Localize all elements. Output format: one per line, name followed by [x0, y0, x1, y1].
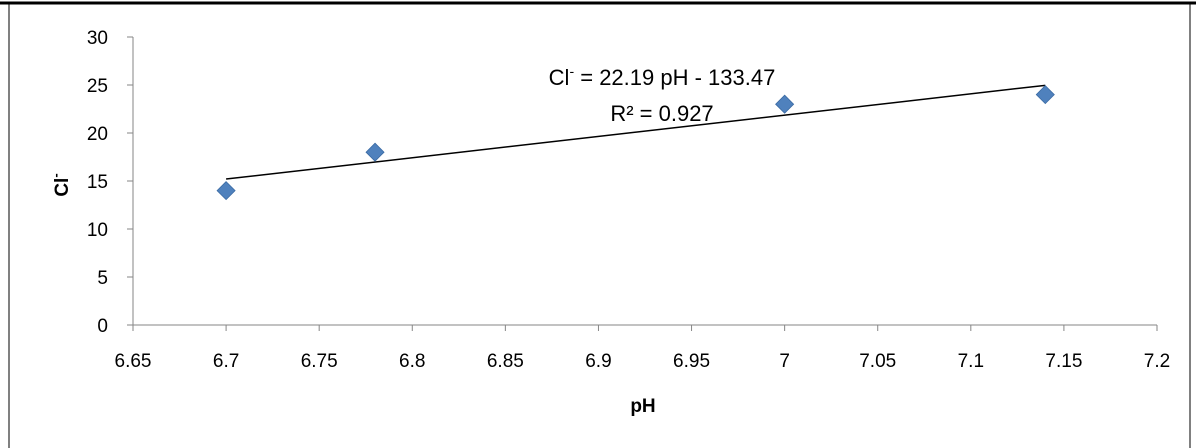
- trend-equation-suffix: = 22.19 pH - 133.47: [574, 65, 775, 90]
- y-axis-title-group: Cl-: [48, 173, 73, 196]
- x-tick-label: 6.8: [399, 351, 425, 372]
- x-tick-label: 6.65: [115, 351, 152, 372]
- data-point-marker: [775, 94, 795, 114]
- y-axis-title-superscript: -: [48, 173, 63, 177]
- trend-equation-prefix: Cl: [549, 65, 570, 90]
- x-tick-label: 7.1: [958, 351, 984, 372]
- y-axis-title-main: Cl: [52, 178, 73, 197]
- x-tick-label: 6.9: [585, 351, 611, 372]
- tick-labels: 0 5 10 15 20 25 30 6.65 6.7 6.75 6.8 6.85 6.9 6.95 7 7.…: [87, 28, 1170, 372]
- data-point-marker: [365, 142, 385, 162]
- y-tick-label: 10: [87, 220, 108, 241]
- y-tick-label: 30: [87, 28, 108, 49]
- data-point-marker: [1035, 85, 1055, 105]
- y-tick-label: 25: [87, 76, 108, 97]
- x-tick-label: 6.95: [673, 351, 710, 372]
- r-squared-label: R² = 0.927: [610, 101, 713, 126]
- trendline: [226, 84, 1046, 180]
- y-axis-title: Cl-: [48, 173, 73, 196]
- y-tick-label: 0: [97, 316, 108, 337]
- data-points: [216, 85, 1055, 201]
- x-tick-label: 6.7: [213, 351, 239, 372]
- trend-equation: Cl- = 22.19 pH - 133.47: [549, 63, 776, 90]
- y-tick-label: 20: [87, 124, 108, 145]
- data-point-marker: [216, 181, 236, 201]
- y-tick-label: 15: [87, 172, 108, 193]
- x-tick-label: 6.85: [487, 351, 524, 372]
- x-tick-label: 7.2: [1144, 351, 1170, 372]
- x-tick-label: 7: [779, 351, 790, 372]
- x-tick-label: 7.15: [1045, 351, 1082, 372]
- x-tick-label: 6.75: [301, 351, 338, 372]
- x-tick-label: 7.05: [859, 351, 896, 372]
- x-axis-title: pH: [630, 396, 655, 417]
- trendline-group: [226, 84, 1046, 180]
- trend-equation-superscript: -: [569, 63, 574, 79]
- y-tick-label: 5: [97, 268, 108, 289]
